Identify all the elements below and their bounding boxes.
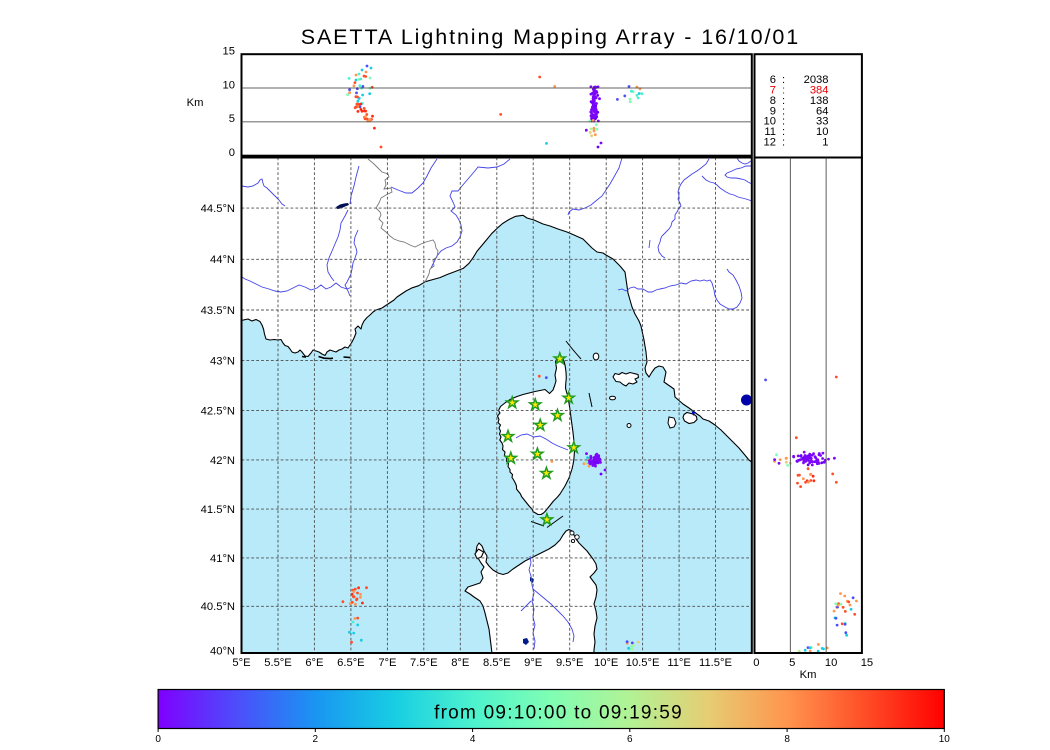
svg-text:6°E: 6°E <box>305 657 323 669</box>
svg-text:41°N: 41°N <box>210 553 235 565</box>
svg-text:10: 10 <box>825 657 837 669</box>
svg-text::: : <box>782 74 785 86</box>
svg-text:11°E: 11°E <box>667 657 691 669</box>
svg-text:15: 15 <box>223 46 235 58</box>
svg-text:10°E: 10°E <box>594 657 618 669</box>
svg-text:12: 12 <box>764 137 776 149</box>
svg-text:5: 5 <box>789 657 795 669</box>
svg-text:44°N: 44°N <box>210 254 235 266</box>
svg-text:10: 10 <box>764 116 776 128</box>
svg-text:11: 11 <box>764 126 776 138</box>
svg-text:Km: Km <box>187 97 204 109</box>
svg-text:6: 6 <box>627 734 633 745</box>
svg-text:44.5°N: 44.5°N <box>201 203 235 215</box>
svg-text:42.5°N: 42.5°N <box>201 405 235 417</box>
svg-text:6: 6 <box>770 74 776 86</box>
svg-text:9°E: 9°E <box>524 657 542 669</box>
svg-text:from 09:10:00 to 09:19:59: from 09:10:00 to 09:19:59 <box>434 702 683 723</box>
svg-text:10.5°E: 10.5°E <box>626 657 660 669</box>
svg-text:10: 10 <box>816 126 828 138</box>
svg-text:33: 33 <box>816 116 828 128</box>
svg-text:42°N: 42°N <box>210 455 235 467</box>
svg-text:7.5°E: 7.5°E <box>410 657 438 669</box>
svg-text:Km: Km <box>800 669 817 681</box>
svg-text:384: 384 <box>810 85 829 97</box>
svg-text:8: 8 <box>784 734 790 745</box>
svg-text::: : <box>782 85 785 97</box>
svg-text:15: 15 <box>861 657 873 669</box>
svg-text:40.5°N: 40.5°N <box>201 601 235 613</box>
svg-text:5.5°E: 5.5°E <box>264 657 292 669</box>
svg-text:8.5°E: 8.5°E <box>483 657 511 669</box>
svg-text:0: 0 <box>753 657 759 669</box>
svg-text:7°E: 7°E <box>378 657 396 669</box>
svg-text:64: 64 <box>816 105 828 117</box>
svg-text:5°E: 5°E <box>232 657 250 669</box>
svg-text:43.5°N: 43.5°N <box>201 305 235 317</box>
svg-text:2: 2 <box>313 734 319 745</box>
svg-text:41.5°N: 41.5°N <box>201 504 235 516</box>
svg-text:138: 138 <box>810 95 829 107</box>
svg-text:SAETTA Lightning Mapping Array: SAETTA Lightning Mapping Array - 16/10/0… <box>301 25 800 49</box>
svg-text:2038: 2038 <box>804 74 829 86</box>
svg-text:11.5°E: 11.5°E <box>699 657 732 669</box>
svg-text:4: 4 <box>470 734 476 745</box>
svg-text::: : <box>782 116 785 128</box>
svg-text::: : <box>782 126 785 138</box>
svg-text:0: 0 <box>155 734 161 745</box>
svg-text:10: 10 <box>939 734 951 745</box>
svg-text:6.5°E: 6.5°E <box>337 657 365 669</box>
svg-text::: : <box>782 137 785 149</box>
svg-text:8: 8 <box>770 95 776 107</box>
svg-text:40°N: 40°N <box>210 646 235 658</box>
svg-text:9.5°E: 9.5°E <box>556 657 584 669</box>
svg-text:43°N: 43°N <box>210 355 235 367</box>
svg-text:10: 10 <box>223 79 235 91</box>
svg-text:0: 0 <box>229 147 235 159</box>
svg-text:1: 1 <box>822 137 828 149</box>
svg-text:9: 9 <box>770 105 776 117</box>
svg-text:5: 5 <box>229 113 235 125</box>
svg-text::: : <box>782 95 785 107</box>
svg-text::: : <box>782 105 785 117</box>
svg-text:7: 7 <box>770 85 776 97</box>
svg-text:8°E: 8°E <box>451 657 469 669</box>
